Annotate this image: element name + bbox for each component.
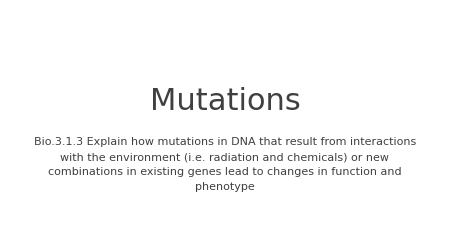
Text: Mutations: Mutations bbox=[149, 86, 301, 115]
Text: Bio.3.1.3 Explain how mutations in DNA that result from interactions
with the en: Bio.3.1.3 Explain how mutations in DNA t… bbox=[34, 137, 416, 191]
